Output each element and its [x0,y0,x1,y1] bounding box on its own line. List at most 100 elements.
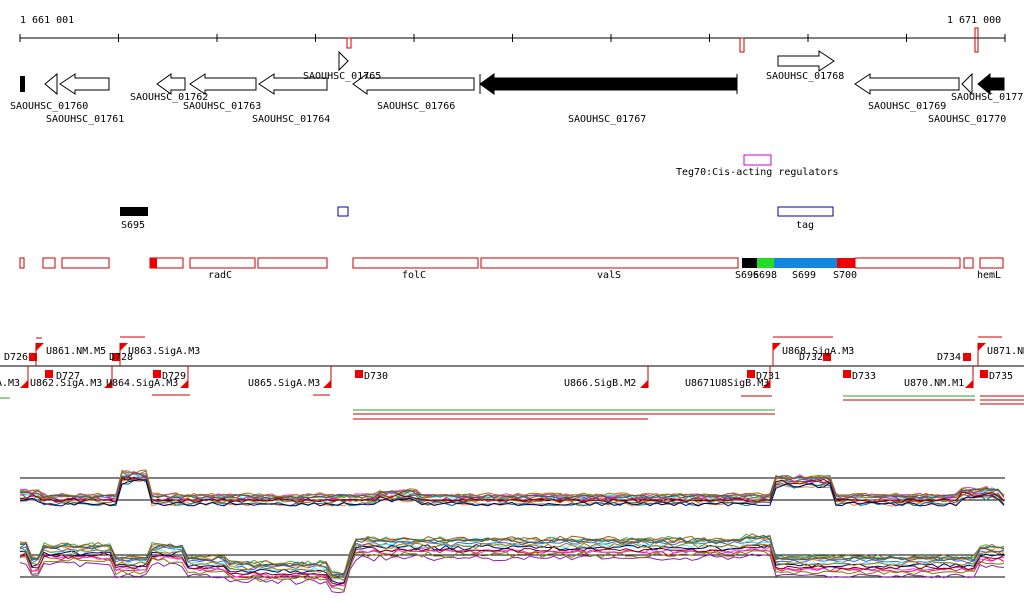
feature-label: D732 [799,352,823,363]
feature-flag[interactable] [120,343,128,351]
operon-s696[interactable] [742,258,757,268]
feature-label: D734 [937,352,961,363]
segment-track: S695 tag [120,206,834,231]
feature-marker[interactable] [963,353,971,361]
feature-flag[interactable] [323,380,331,388]
gene-label: SAOUHSC_01767 [568,114,646,125]
expression-track-1 [19,469,1005,507]
gene-arrow[interactable] [961,72,973,96]
regulator-label: Teg70:Cis-acting regulators [676,167,839,178]
gene-label: SAOUHSC_01761 [46,114,124,125]
expression-line [19,541,1005,582]
expression-line [19,550,1005,591]
feature-marker[interactable] [980,370,988,378]
expression-line [19,476,1005,503]
gene-arrow[interactable] [338,50,349,72]
feature-label: U871.NM [987,346,1024,357]
operon-box[interactable] [257,257,328,269]
expression-line [19,543,1005,584]
feature-marker[interactable] [29,353,37,361]
expression-line [19,475,1005,503]
operon-box-radc[interactable] [189,257,256,269]
operon-label-heml: hemL [977,270,1001,281]
tag-feature-small[interactable] [337,206,349,217]
feature-label: U868.SigA.M3 [782,346,854,357]
ruler-end-label: 1 671 000 [947,15,1001,26]
gene-arrow[interactable] [977,72,1005,96]
feature-flag[interactable] [965,380,973,388]
feature-label: D730 [364,371,388,382]
feature-label: D731 [756,371,780,382]
gene-arrow[interactable] [479,73,738,95]
operon-box-vals[interactable] [480,257,739,269]
feature-label: U870.NM.M1 [904,378,964,389]
expression-line [19,471,1005,499]
operon-s699[interactable] [774,258,837,268]
gene-label: SAOUHSC_01766 [377,101,455,112]
gene-arrow[interactable] [59,73,110,95]
gene-label: SAOUHSC_01771 [951,92,1024,103]
ruler-marker [974,27,979,53]
feature-label: D728 [109,352,133,363]
s695-label: S695 [121,220,145,231]
gene-arrow[interactable] [352,73,475,95]
feature-flag[interactable] [773,343,781,351]
feature-marker[interactable] [112,353,120,361]
feature-label: D735 [989,371,1013,382]
feature-flag[interactable] [104,380,112,388]
gene-arrow[interactable] [44,72,58,96]
regulator-feature[interactable] [743,154,772,166]
feature-label: A.M3 [0,378,20,389]
gene-label: SAOUHSC_01770 [928,114,1006,125]
operon-label-s699: S699 [792,270,816,281]
ruler-marker [739,37,745,53]
feature-label: D729 [162,371,186,382]
expression-line [19,479,1005,507]
gene-arrow[interactable] [156,73,186,95]
operon-box[interactable] [854,257,961,269]
operon-s698[interactable] [757,258,774,268]
feature-flag[interactable] [180,380,188,388]
operon-s700[interactable] [837,258,855,268]
gene-arrow[interactable] [20,76,25,92]
feature-flag[interactable] [20,380,28,388]
operon-track: radC folC valS S696 S698 S699 S700 hemL [19,257,1004,281]
operon-box-heml[interactable] [979,257,1004,269]
gene-arrow[interactable] [258,73,328,95]
operon-fill [150,258,157,268]
gene-arrow[interactable] [189,73,257,95]
feature-flag[interactable] [762,380,770,388]
gene-arrow[interactable] [854,73,960,95]
feature-marker[interactable] [45,370,53,378]
feature-marker[interactable] [747,370,755,378]
feature-label: U8671U8SigB.M3 [685,378,769,389]
expression-line [20,469,1005,498]
expression-line [19,553,1005,594]
operon-box[interactable] [963,257,974,269]
feature-marker[interactable] [355,370,363,378]
feature-flag[interactable] [978,343,986,351]
feature-marker[interactable] [843,370,851,378]
ruler-start-label: 1 661 001 [20,15,74,26]
operon-box[interactable] [42,257,56,269]
gene-label: SAOUHSC_01764 [252,114,330,125]
tag-feature[interactable] [777,206,834,217]
gene-track: SAOUHSC_01760 SAOUHSC_01761 SAOUHSC_0176… [10,50,1024,125]
operon-box[interactable] [61,257,110,269]
feature-label: U866.SigB.M2 [564,378,636,389]
operon-box[interactable] [19,257,25,269]
feature-label: U864.SigA.M3 [106,378,178,389]
gene-label: SAOUHSC_01763 [183,101,261,112]
feature-flag[interactable] [640,380,648,388]
operon-label-folc: folC [402,270,426,281]
operon-box-folc[interactable] [352,257,479,269]
operon-label-vals: valS [597,270,621,281]
s695-feature[interactable] [120,207,148,216]
expression-line [19,478,1005,507]
expression-line [20,470,1005,500]
gene-arrow[interactable] [777,50,835,72]
feature-marker[interactable] [823,353,831,361]
feature-marker[interactable] [153,370,161,378]
feature-flag[interactable] [36,343,44,351]
